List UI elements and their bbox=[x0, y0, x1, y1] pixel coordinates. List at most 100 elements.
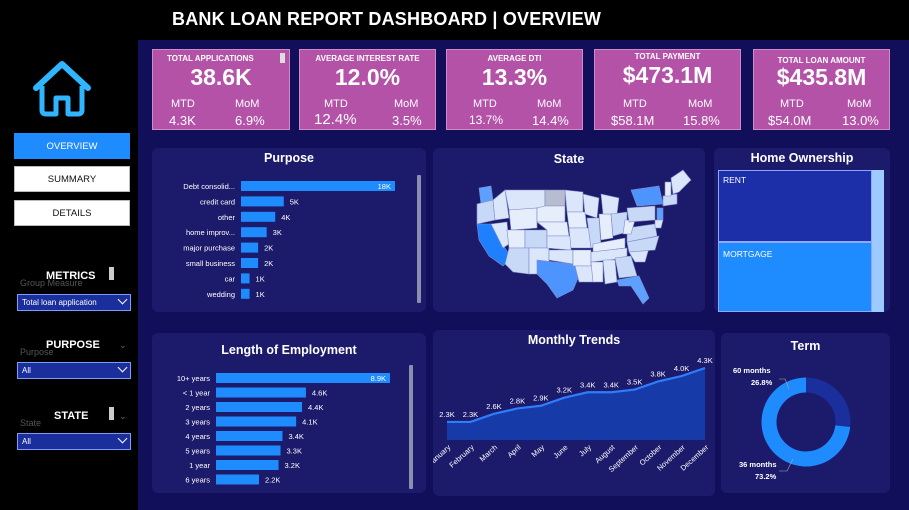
home-icon[interactable] bbox=[30, 58, 94, 120]
bar[interactable] bbox=[216, 431, 283, 441]
map-state-ut[interactable] bbox=[506, 229, 526, 249]
bar[interactable] bbox=[216, 445, 281, 456]
chart-scrollbar[interactable] bbox=[417, 175, 421, 303]
state-filter-handle bbox=[109, 407, 114, 420]
chevron-down-icon bbox=[117, 362, 128, 373]
details-button[interactable]: DETAILS bbox=[14, 200, 130, 226]
purpose-select[interactable]: All bbox=[17, 362, 131, 379]
home-ownership-panel: Home Ownership RENT MORTGAGE bbox=[714, 148, 890, 312]
donut-label-value: 26.8% bbox=[751, 378, 773, 387]
map-state-ny[interactable] bbox=[630, 185, 664, 207]
bar-value-label: 18K bbox=[378, 182, 391, 191]
bar[interactable] bbox=[216, 387, 306, 398]
bar[interactable] bbox=[241, 227, 267, 238]
bar-value-label: 5K bbox=[290, 197, 299, 206]
chart-scrollbar[interactable] bbox=[409, 365, 413, 489]
map-state-fl[interactable] bbox=[616, 275, 650, 305]
map-state-ks[interactable] bbox=[546, 235, 572, 251]
trend-data-label: 2.3K bbox=[439, 410, 454, 419]
map-state-mi[interactable] bbox=[600, 193, 620, 215]
kpi-mtd-value: $58.1M bbox=[611, 113, 655, 128]
treemap-mortgage[interactable]: MORTGAGE bbox=[718, 242, 872, 312]
treemap-rent-label: RENT bbox=[723, 175, 747, 185]
map-state-ms[interactable] bbox=[590, 261, 604, 283]
map-state-id[interactable] bbox=[492, 189, 510, 221]
kpi-mom-label: MoM bbox=[537, 98, 562, 110]
bar[interactable] bbox=[216, 373, 390, 383]
treemap-rent[interactable]: RENT bbox=[718, 170, 872, 242]
summary-button[interactable]: SUMMARY bbox=[14, 166, 130, 192]
bar[interactable] bbox=[241, 288, 250, 299]
donut-slice[interactable] bbox=[806, 377, 851, 428]
bar[interactable] bbox=[216, 474, 260, 485]
bar[interactable] bbox=[241, 258, 259, 268]
state-filter-title: STATE bbox=[54, 410, 89, 422]
map-state-in[interactable] bbox=[598, 213, 614, 241]
map-state-nj[interactable] bbox=[656, 207, 664, 221]
map-state-ia[interactable] bbox=[566, 211, 588, 229]
map-state-mn[interactable] bbox=[564, 189, 584, 213]
employment-bar-chart: 10+ years 8.9K < 1 year 4.6K 2 years 4.4K 3 ye… bbox=[177, 365, 413, 489]
purpose-collapse-icon[interactable]: ⌄ bbox=[119, 340, 127, 350]
map-state-wy[interactable] bbox=[508, 207, 538, 231]
map-state-az[interactable] bbox=[504, 247, 530, 275]
trend-month-label: May bbox=[530, 443, 547, 459]
bar-category-label: 4 years bbox=[185, 432, 210, 441]
state-ghost-label: State bbox=[20, 418, 42, 428]
kpi-mom-value: 15.8% bbox=[683, 113, 720, 128]
map-state-vt[interactable] bbox=[664, 181, 672, 197]
trend-month-label: July bbox=[577, 443, 593, 459]
map-state-nd[interactable] bbox=[544, 189, 566, 207]
metrics-select[interactable]: Total loan application bbox=[17, 294, 131, 311]
kpi-scroll-handle bbox=[280, 53, 285, 63]
state-panel-title: State bbox=[553, 152, 585, 166]
map-state-ar[interactable] bbox=[572, 249, 592, 267]
overview-button[interactable]: OVERVIEW bbox=[14, 133, 130, 159]
kpi-mtd-label: MTD bbox=[623, 98, 647, 110]
donut-slice[interactable] bbox=[761, 377, 851, 467]
chevron-down-icon bbox=[117, 294, 128, 305]
map-state-wi[interactable] bbox=[582, 193, 600, 219]
bar-category-label: other bbox=[218, 213, 236, 222]
kpi-mom-value: 13.0% bbox=[842, 113, 879, 128]
treemap-other[interactable] bbox=[872, 170, 884, 312]
kpi-mtd-label: MTD bbox=[324, 98, 348, 110]
bar[interactable] bbox=[241, 273, 250, 284]
kpi-total-loan-amount: TOTAL LOAN AMOUNT $435.8M MTD MoM $54.0M… bbox=[753, 49, 890, 130]
kpi-mtd-label: MTD bbox=[171, 98, 195, 110]
map-state-ga[interactable] bbox=[614, 255, 638, 279]
map-state-md[interactable] bbox=[654, 219, 664, 229]
map-state-ma[interactable] bbox=[662, 193, 678, 207]
map-state-al[interactable] bbox=[602, 259, 618, 285]
us-state-map[interactable] bbox=[433, 148, 705, 312]
bar[interactable] bbox=[216, 416, 297, 427]
kpi-mtd-label: MTD bbox=[473, 98, 497, 110]
map-state-sd[interactable] bbox=[536, 205, 566, 223]
state-collapse-icon[interactable]: ⌄ bbox=[119, 411, 127, 421]
map-state-va[interactable] bbox=[626, 223, 658, 243]
bar-category-label: car bbox=[225, 274, 236, 283]
bar[interactable] bbox=[241, 242, 259, 253]
kpi-value: 13.3% bbox=[481, 64, 548, 90]
map-state-me[interactable] bbox=[670, 169, 692, 195]
employment-panel: Length of Employment 10+ years 8.9K < 1 ye… bbox=[152, 333, 426, 493]
kpi-value: $473.1M bbox=[622, 62, 713, 88]
kpi-mtd-value: 13.7% bbox=[469, 113, 504, 127]
sidebar: OVERVIEW SUMMARY DETAILS Group Measure M… bbox=[0, 40, 138, 510]
bar[interactable] bbox=[216, 402, 303, 412]
bar[interactable] bbox=[216, 460, 279, 470]
map-state-co[interactable] bbox=[524, 229, 548, 249]
map-state-mt[interactable] bbox=[504, 189, 546, 211]
map-state-or[interactable] bbox=[476, 199, 496, 225]
bar-value-label: 2K bbox=[264, 259, 273, 268]
map-state-pa[interactable] bbox=[626, 205, 656, 223]
state-select[interactable]: All bbox=[17, 433, 131, 450]
donut-leader-line bbox=[779, 378, 790, 390]
purpose-panel: Purpose Debt consolid... 18K credit card 5K… bbox=[152, 148, 426, 312]
bar-category-label: 1 year bbox=[189, 461, 210, 470]
bar[interactable] bbox=[241, 196, 284, 207]
bar[interactable] bbox=[241, 211, 276, 222]
trend-line bbox=[447, 366, 706, 424]
bar[interactable] bbox=[241, 181, 395, 191]
map-state-mo[interactable] bbox=[568, 227, 592, 249]
